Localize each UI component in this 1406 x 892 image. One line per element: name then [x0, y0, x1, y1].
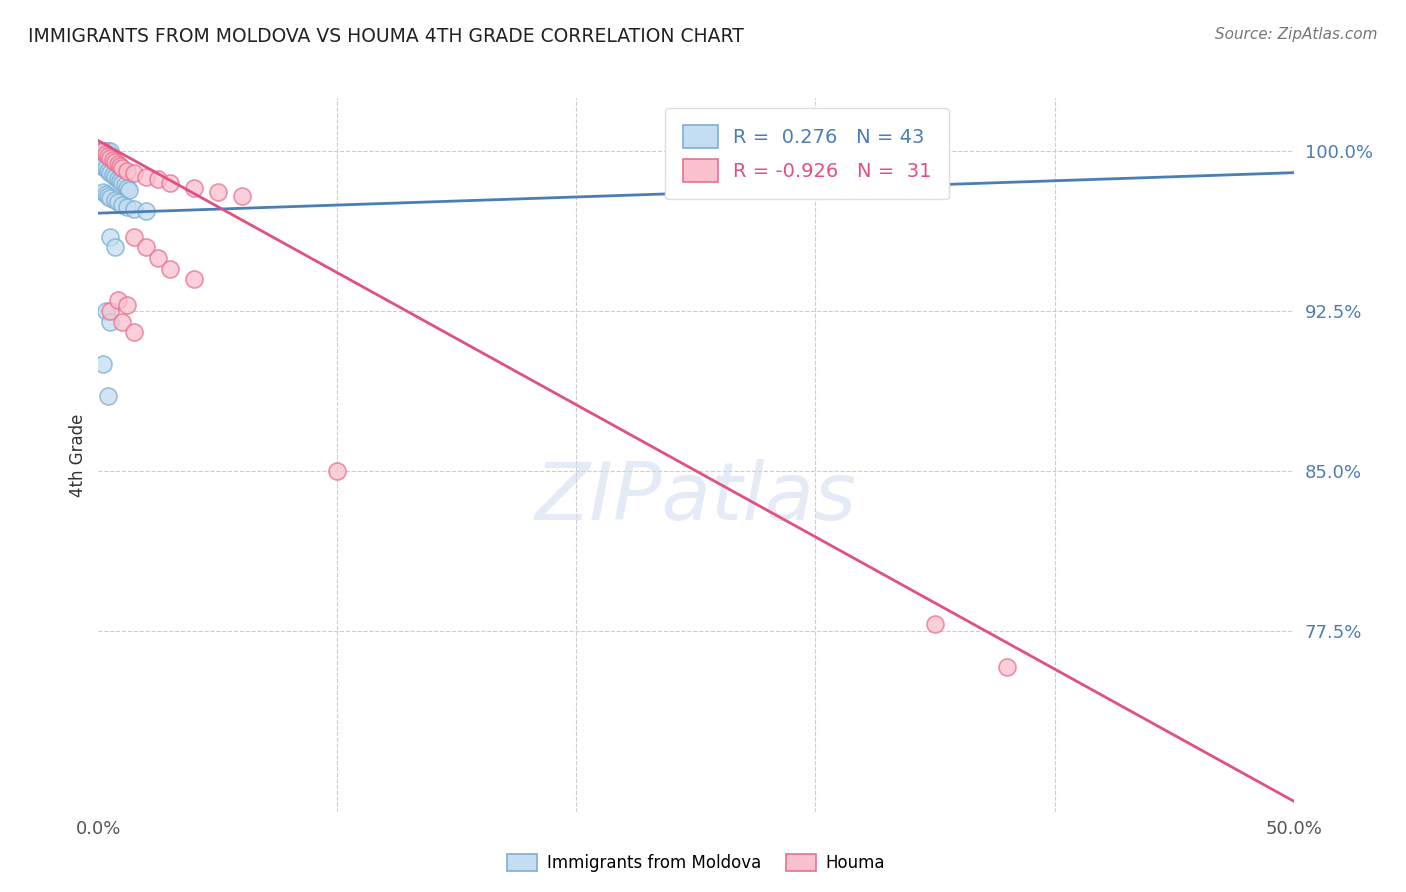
Point — [183, 180, 205, 194]
Point — [97, 145, 120, 159]
Point — [107, 157, 129, 171]
Point — [115, 200, 138, 214]
Point — [115, 163, 138, 178]
Point — [94, 155, 117, 169]
Point — [97, 389, 120, 403]
Point — [90, 148, 112, 162]
Point — [111, 177, 134, 191]
Point — [97, 148, 120, 162]
Point — [104, 240, 127, 254]
Point — [107, 195, 129, 210]
Point — [94, 186, 117, 201]
Point — [108, 159, 131, 173]
Point — [94, 145, 117, 159]
Point — [148, 251, 170, 265]
Point — [107, 172, 129, 186]
Point — [124, 166, 146, 180]
Point — [995, 660, 1018, 674]
Point — [114, 178, 136, 193]
Point — [90, 153, 112, 167]
Point — [91, 153, 114, 167]
Point — [98, 145, 122, 159]
Point — [98, 151, 122, 165]
Point — [326, 464, 349, 478]
Point — [97, 163, 120, 178]
Point — [135, 240, 157, 254]
Point — [97, 155, 120, 169]
Point — [90, 145, 112, 159]
Point — [124, 229, 146, 244]
Point — [159, 177, 181, 191]
Y-axis label: 4th Grade: 4th Grade — [69, 413, 87, 497]
Point — [124, 202, 146, 216]
Point — [94, 151, 117, 165]
Point — [94, 146, 117, 161]
Point — [94, 304, 117, 318]
Text: IMMIGRANTS FROM MOLDOVA VS HOUMA 4TH GRADE CORRELATION CHART: IMMIGRANTS FROM MOLDOVA VS HOUMA 4TH GRA… — [28, 27, 744, 45]
Point — [98, 155, 122, 169]
Point — [107, 293, 129, 308]
Point — [108, 174, 131, 188]
Point — [91, 145, 114, 159]
Point — [231, 189, 253, 203]
Point — [115, 180, 138, 194]
Point — [91, 159, 114, 173]
Point — [91, 145, 114, 159]
Point — [148, 172, 170, 186]
Point — [101, 153, 124, 167]
Point — [90, 145, 112, 159]
Point — [118, 183, 141, 197]
Legend: Immigrants from Moldova, Houma: Immigrants from Moldova, Houma — [496, 844, 896, 882]
Point — [207, 185, 229, 199]
Point — [111, 315, 134, 329]
Point — [135, 204, 157, 219]
Point — [104, 194, 127, 208]
Point — [91, 185, 114, 199]
Text: ZIPatlas: ZIPatlas — [534, 458, 858, 537]
Text: Source: ZipAtlas.com: Source: ZipAtlas.com — [1215, 27, 1378, 42]
Point — [124, 326, 146, 340]
Point — [135, 169, 157, 184]
Point — [111, 197, 134, 211]
Point — [104, 169, 127, 184]
Point — [98, 191, 122, 205]
Point — [159, 261, 181, 276]
Point — [98, 229, 122, 244]
Point — [111, 161, 134, 176]
Point — [101, 157, 124, 171]
Point — [94, 161, 117, 176]
Point — [183, 272, 205, 286]
Point — [91, 358, 114, 372]
Point — [90, 159, 112, 173]
Point — [101, 168, 124, 182]
Point — [115, 298, 138, 312]
Point — [97, 189, 120, 203]
Point — [104, 155, 127, 169]
Point — [98, 166, 122, 180]
Point — [98, 304, 122, 318]
Point — [98, 315, 122, 329]
Point — [91, 148, 114, 162]
Point — [924, 617, 946, 632]
